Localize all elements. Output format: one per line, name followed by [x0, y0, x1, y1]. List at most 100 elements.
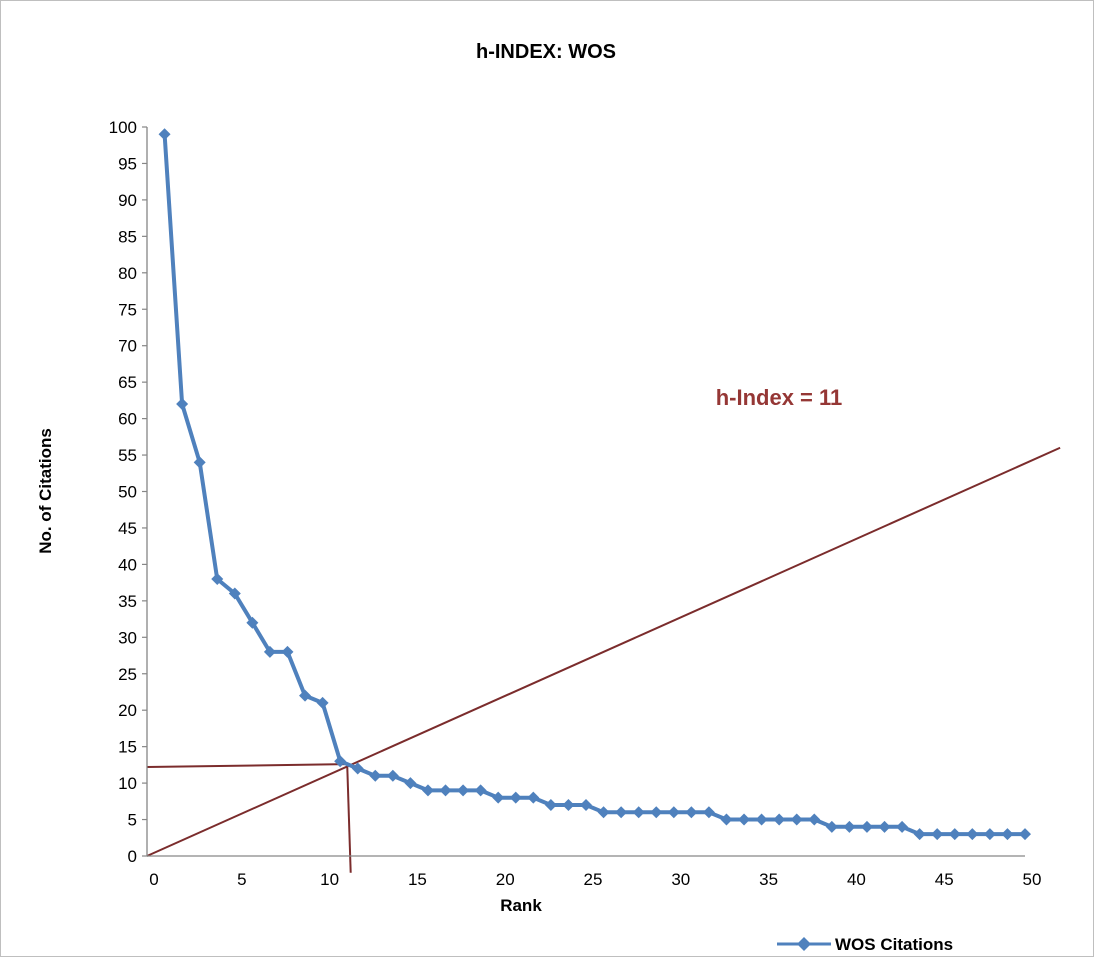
series-line: [162, 134, 1025, 837]
y-axis-label: No. of Citations: [36, 428, 55, 554]
data-point: [1019, 828, 1031, 841]
y-tick-label: 15: [118, 738, 137, 757]
x-axis-label: Rank: [500, 896, 542, 915]
legend-label: WOS Citations: [835, 935, 953, 954]
y-tick-label: 45: [118, 519, 137, 538]
y-tick-label: 20: [118, 701, 137, 720]
y-tick-label: 50: [118, 483, 137, 502]
legend-marker-icon: [797, 937, 811, 951]
y-tick-label: 35: [118, 592, 137, 611]
data-point: [615, 806, 628, 819]
y-tick-label: 55: [118, 446, 137, 465]
data-point: [720, 813, 733, 826]
data-point: [685, 806, 698, 819]
data-point: [913, 828, 926, 841]
data-point: [211, 572, 224, 585]
reference-line-horizontal: [146, 763, 346, 769]
x-tick-label: 5: [237, 870, 246, 889]
data-point: [948, 828, 961, 841]
data-point: [527, 791, 540, 804]
y-tick-label: 10: [118, 774, 137, 793]
data-point: [966, 828, 979, 841]
y-tick-label: 85: [118, 227, 137, 246]
data-point: [176, 398, 189, 411]
y-tick-label: 80: [118, 264, 137, 283]
y-tick-label: 100: [109, 118, 137, 137]
chart-title: h-INDEX: WOS: [476, 41, 616, 63]
data-point: [421, 784, 434, 797]
data-point: [457, 784, 470, 797]
data-point: [404, 777, 417, 790]
data-point: [878, 820, 891, 833]
data-point: [386, 769, 399, 782]
data-point: [474, 784, 487, 797]
y-tick-labels: 0 5 10 15 20 25 30 35 40 45 50 55 60 65 70 75 80 85 90 95 10…: [109, 118, 147, 866]
data-point: [825, 820, 838, 833]
data-point: [544, 798, 557, 811]
y-tick-label: 70: [118, 337, 137, 356]
reference-line-diagonal: [146, 446, 1061, 857]
y-tick-label: 30: [118, 628, 137, 647]
data-point: [562, 798, 575, 811]
x-tick-label: 10: [320, 870, 339, 889]
data-point: [738, 813, 751, 826]
data-point: [228, 587, 241, 600]
data-point: [246, 616, 259, 629]
data-point: [931, 828, 944, 841]
data-point: [509, 791, 522, 804]
data-point: [492, 791, 505, 804]
data-point: [281, 645, 294, 658]
y-tick-label: 5: [128, 811, 137, 830]
data-point: [860, 820, 873, 833]
data-point: [369, 769, 382, 782]
x-tick-label: 50: [1023, 870, 1042, 889]
y-tick-label: 65: [118, 373, 137, 392]
x-tick-labels: 0 5 10 15 20 25 30 35 40 45 50: [149, 870, 1041, 889]
x-tick-label: 35: [759, 870, 778, 889]
data-point: [808, 813, 821, 826]
axes: [146, 127, 1025, 857]
data-point: [983, 828, 996, 841]
data-point: [597, 806, 610, 819]
data-point: [263, 645, 276, 658]
y-tick-label: 75: [118, 300, 137, 319]
data-point: [755, 813, 768, 826]
x-tick-label: 45: [935, 870, 954, 889]
legend: WOS Citations: [777, 935, 953, 954]
y-tick-label: 0: [128, 847, 137, 866]
y-tick-label: 60: [118, 410, 137, 429]
data-point: [299, 689, 312, 702]
data-point: [334, 755, 347, 768]
data-point: [351, 762, 364, 775]
y-tick-label: 90: [118, 191, 137, 210]
x-tick-label: 0: [149, 870, 158, 889]
data-point: [580, 798, 592, 811]
y-tick-label: 25: [118, 665, 137, 684]
data-point: [316, 696, 329, 709]
data-point: [632, 806, 645, 819]
data-point: [790, 813, 803, 826]
data-point: [773, 813, 786, 826]
x-tick-label: 25: [584, 870, 603, 889]
data-point: [193, 456, 206, 469]
data-point: [439, 784, 452, 797]
y-tick-label: 40: [118, 555, 137, 574]
data-point: [896, 820, 909, 833]
data-point: [650, 806, 663, 819]
data-point: [702, 806, 715, 819]
data-point: [1001, 828, 1014, 841]
reference-lines: [146, 446, 1061, 873]
y-tick-label: 95: [118, 154, 137, 173]
x-tick-label: 15: [408, 870, 427, 889]
reference-line-vertical: [346, 764, 352, 873]
x-tick-label: 20: [496, 870, 515, 889]
data-point: [667, 806, 680, 819]
h-index-annotation: h-Index = 11: [716, 385, 843, 410]
data-point: [158, 128, 171, 141]
data-point: [843, 820, 856, 833]
series-wos-citations: [158, 128, 1031, 841]
x-tick-label: 40: [847, 870, 866, 889]
x-tick-label: 30: [671, 870, 690, 889]
